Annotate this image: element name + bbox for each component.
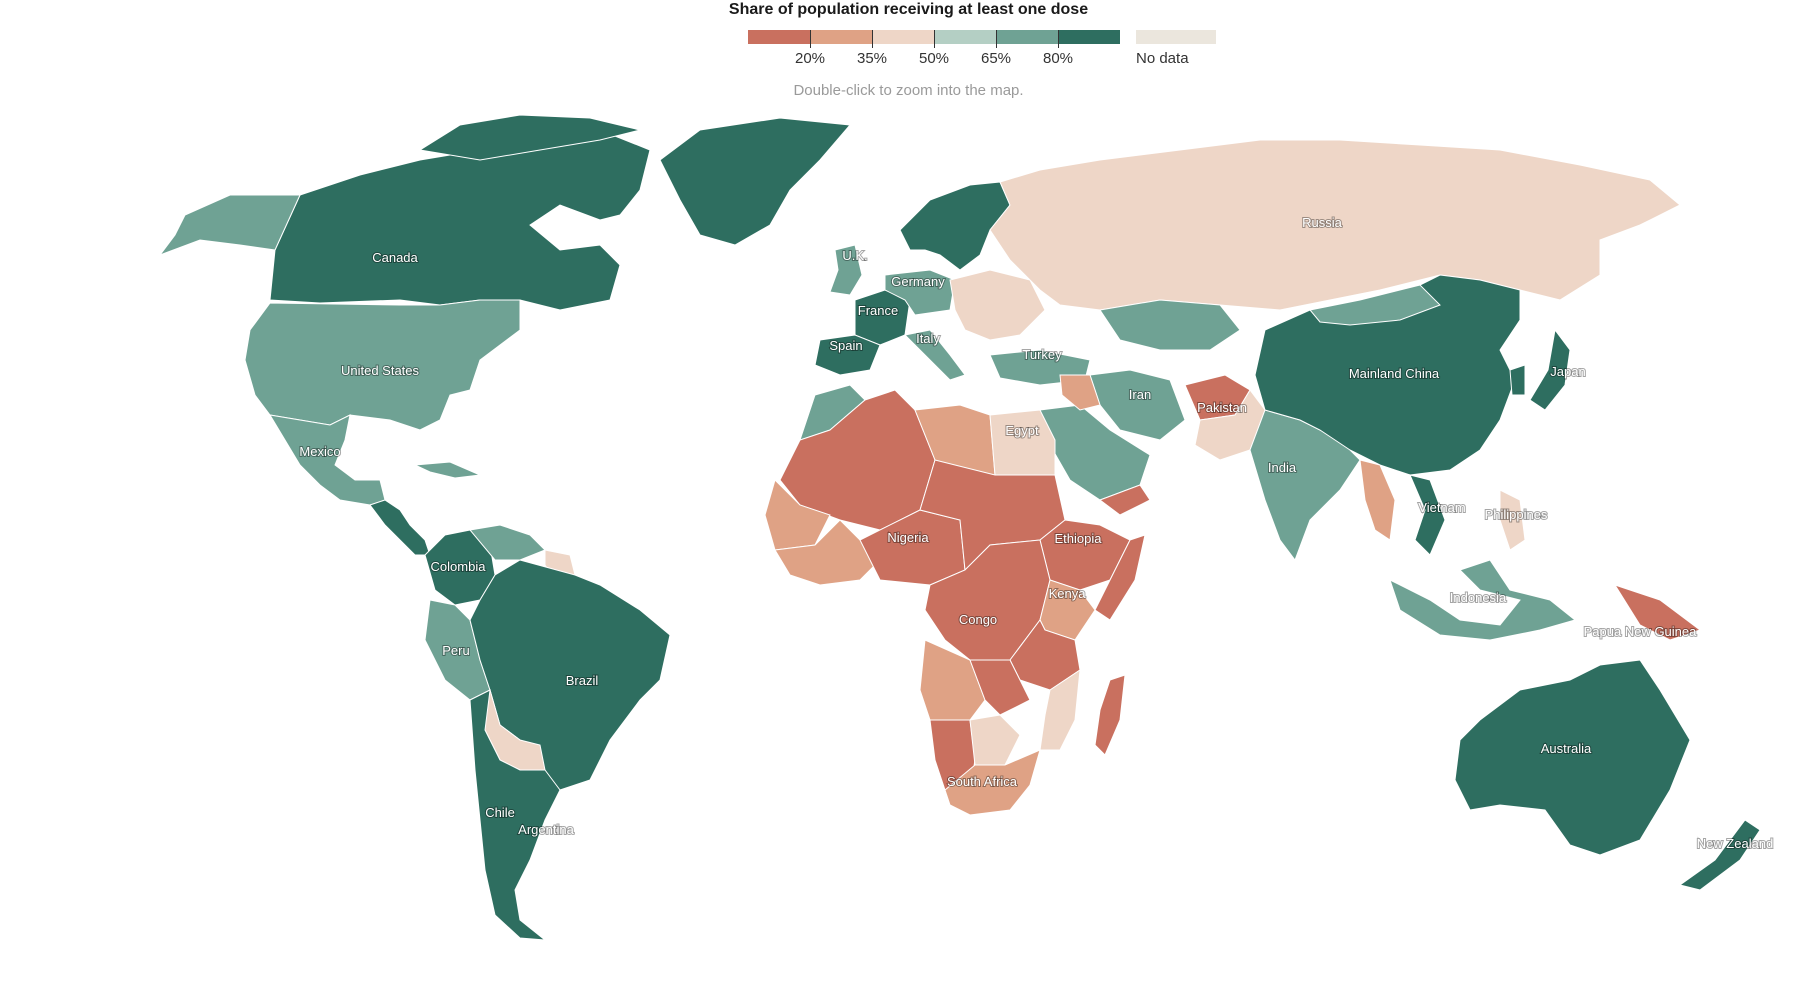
legend-swatch-2 (810, 30, 872, 44)
label-argentina: Argentina (518, 822, 574, 837)
legend-tick (872, 30, 873, 48)
label-iran: Iran (1129, 387, 1151, 402)
country-south-africa[interactable] (944, 749, 1041, 816)
country-korea[interactable] (1509, 364, 1526, 396)
legend-nodata-label: No data (1136, 50, 1189, 67)
label-france: France (858, 303, 898, 318)
country-papua-new-guinea[interactable] (1613, 584, 1702, 641)
country-central-america[interactable] (369, 499, 431, 556)
legend-tick (934, 30, 935, 48)
label-new-zealand: New Zealand (1697, 836, 1774, 851)
legend-title: Share of population receiving at least o… (728, 1, 1089, 18)
country-united-states[interactable] (244, 299, 521, 431)
legend-tick-label: 80% (1042, 50, 1074, 67)
country-chile-argentina[interactable] (469, 689, 561, 941)
label-brazil: Brazil (566, 673, 599, 688)
legend-tick (996, 30, 997, 48)
legend-tick-label: 50% (918, 50, 950, 67)
label-chile: Chile (485, 805, 515, 820)
label-uk: U.K. (842, 248, 867, 263)
country-germany[interactable] (884, 269, 956, 316)
country-cuba[interactable] (413, 461, 482, 479)
legend-swatch-1 (748, 30, 810, 44)
country-indonesia[interactable] (1389, 559, 1577, 641)
legend-tick (1058, 30, 1059, 48)
legend-tick-label: 65% (980, 50, 1012, 67)
label-germany: Germany (891, 274, 945, 289)
country-new-zealand[interactable] (1678, 819, 1761, 891)
legend-swatch-5 (996, 30, 1058, 44)
country-vietnam[interactable] (1409, 474, 1446, 556)
country-philippines[interactable] (1499, 489, 1526, 551)
label-peru: Peru (442, 643, 469, 658)
country-greenland[interactable] (659, 117, 852, 246)
country-madagascar[interactable] (1094, 674, 1126, 756)
country-italy[interactable] (903, 329, 966, 381)
country-myanmar-thailand[interactable] (1359, 459, 1396, 541)
label-turkey: Turkey (1022, 347, 1062, 362)
label-india: India (1268, 460, 1297, 475)
legend: Share of population receiving at least o… (0, 0, 1817, 110)
country-canada-islands[interactable] (418, 114, 641, 161)
label-united-states: United States (341, 363, 420, 378)
label-egypt: Egypt (1005, 423, 1039, 438)
label-spain: Spain (829, 338, 862, 353)
label-south-africa: South Africa (947, 774, 1018, 789)
country-botswana[interactable] (969, 714, 1021, 766)
label-colombia: Colombia (431, 559, 487, 574)
country-somalia[interactable] (1094, 534, 1146, 621)
country-iran[interactable] (1089, 369, 1186, 441)
legend-swatch-6 (1058, 30, 1120, 44)
legend-tick-label: 20% (794, 50, 826, 67)
legend-nodata-swatch (1136, 30, 1216, 44)
label-mainland-china: Mainland China (1349, 366, 1440, 381)
label-ethiopia: Ethiopia (1055, 531, 1103, 546)
label-congo: Congo (959, 612, 997, 627)
country-mexico[interactable] (269, 414, 386, 506)
country-uk[interactable] (829, 244, 863, 296)
label-nigeria: Nigeria (887, 530, 929, 545)
country-eastern-europe[interactable] (949, 269, 1046, 341)
country-iraq[interactable] (1059, 374, 1101, 411)
country-china[interactable] (1254, 274, 1521, 476)
label-japan: Japan (1550, 364, 1585, 379)
label-canada: Canada (372, 250, 418, 265)
country-japan[interactable] (1529, 328, 1571, 411)
country-yemen[interactable] (1098, 484, 1151, 516)
legend-color-scale (748, 30, 1120, 44)
country-spain[interactable] (814, 334, 881, 376)
country-alaska[interactable] (158, 194, 301, 257)
country-egypt[interactable] (989, 409, 1056, 476)
country-mozambique[interactable] (1039, 668, 1081, 751)
country-kazakhstan[interactable] (1099, 299, 1241, 351)
legend-tick (810, 30, 811, 48)
label-australia: Australia (1541, 741, 1592, 756)
label-russia: Russia (1302, 215, 1343, 230)
legend-swatch-4 (934, 30, 996, 44)
country-zambia[interactable] (969, 659, 1031, 716)
country-mongolia[interactable] (1309, 284, 1441, 326)
label-pakistan: Pakistan (1197, 400, 1247, 415)
legend-swatch-3 (872, 30, 934, 44)
label-indonesia: Indonesia (1450, 590, 1507, 605)
label-papua-new-guinea: Papua New Guinea (1584, 624, 1698, 639)
label-italy: Italy (916, 331, 940, 346)
legend-tick-label: 35% (856, 50, 888, 67)
zoom-hint: Double-click to zoom into the map. (793, 82, 1024, 99)
label-vietnam: Vietnam (1418, 500, 1465, 515)
world-map[interactable]: Canada United States Mexico Colombia Per… (0, 110, 1817, 993)
country-australia[interactable] (1454, 659, 1691, 856)
label-mexico: Mexico (299, 444, 340, 459)
label-philippines: Philippines (1485, 507, 1548, 522)
label-kenya: Kenya (1049, 586, 1087, 601)
country-scandinavia[interactable] (899, 181, 1011, 271)
